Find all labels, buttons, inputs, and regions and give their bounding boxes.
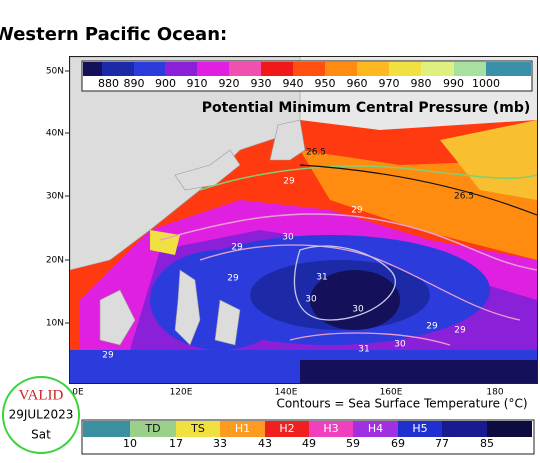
contour-label: 30 — [352, 305, 364, 315]
contour-label: 31 — [358, 345, 369, 355]
pressure-swatch — [102, 62, 134, 76]
lat-label: 10N — [46, 319, 64, 329]
lat-label: 50N — [46, 67, 64, 77]
intensity-threshold: 77 — [435, 437, 449, 450]
pressure-swatch — [293, 62, 325, 76]
lon-label: 0E — [72, 388, 84, 398]
intensity-category: H2 — [279, 422, 294, 435]
intensity-threshold: 33 — [213, 437, 227, 450]
pressure-swatch — [83, 62, 102, 76]
pressure-label: 960 — [347, 77, 368, 90]
pressure-swatch — [165, 62, 197, 76]
contour-label: 29 — [454, 326, 466, 336]
pressure-label: 950 — [315, 77, 336, 90]
contour-label: 29 — [351, 206, 363, 216]
intensity-swatch — [83, 421, 130, 437]
intensity-threshold: 43 — [258, 437, 272, 450]
intensity-category: H1 — [235, 422, 250, 435]
intensity-swatch — [487, 421, 532, 437]
lon-label: 140E — [275, 388, 298, 398]
pressure-swatch — [261, 62, 293, 76]
intensity-threshold: 10 — [123, 437, 137, 450]
map-title: Potential Minimum Central Pressure (mb) — [202, 100, 531, 116]
contour-label: 29 — [102, 351, 114, 361]
intensity-swatch — [265, 421, 309, 437]
intensity-category: H4 — [368, 422, 383, 435]
pressure-label: 880 — [98, 77, 119, 90]
contour-label: 26.5 — [454, 192, 474, 202]
lon-label: 120E — [170, 388, 193, 398]
intensity-swatch — [398, 421, 442, 437]
map — [70, 57, 537, 383]
intensity-category: H3 — [323, 422, 338, 435]
contour-label: 26.5 — [306, 148, 326, 158]
valid-badge — [2, 376, 80, 454]
intensity-threshold: 49 — [302, 437, 316, 450]
pressure-label: 1000 — [472, 77, 500, 90]
pressure-label: 900 — [155, 77, 176, 90]
intensity-swatch — [309, 421, 353, 437]
contour-label: 29 — [231, 243, 243, 253]
intensity-swatch — [442, 421, 487, 437]
lat-label: 40N — [46, 129, 64, 139]
contour-label: 30 — [282, 233, 294, 243]
pressure-swatch — [421, 62, 454, 76]
intensity-category: TD — [144, 422, 160, 435]
pressure-label: 910 — [187, 77, 208, 90]
pressure-swatch — [325, 62, 357, 76]
intensity-swatch — [176, 421, 220, 437]
intensity-swatch — [130, 421, 176, 437]
intensity-threshold: 59 — [346, 437, 360, 450]
contour-label: 29 — [227, 274, 239, 284]
lon-label: 180 — [486, 388, 503, 398]
valid-date: 29JUL2023 — [9, 408, 74, 422]
intensity-swatch — [353, 421, 398, 437]
contour-label: 29 — [426, 322, 438, 332]
lat-label: 30N — [46, 192, 64, 202]
pressure-swatch — [486, 62, 531, 76]
pressure-swatch — [229, 62, 261, 76]
pressure-label: 990 — [443, 77, 464, 90]
pressure-swatch — [454, 62, 486, 76]
pressure-label: 930 — [251, 77, 272, 90]
lat-label: 20N — [46, 256, 64, 266]
intensity-threshold: 69 — [391, 437, 405, 450]
lon-label: 160E — [380, 388, 403, 398]
caption: Contours = Sea Surface Temperature (°C) — [276, 397, 527, 411]
intensity-threshold: 85 — [480, 437, 494, 450]
pressure-label: 940 — [283, 77, 304, 90]
contour-label: 30 — [394, 340, 406, 350]
valid-day: Sat — [31, 428, 51, 442]
pressure-swatch — [134, 62, 165, 76]
pressure-label: 980 — [411, 77, 432, 90]
pressure-swatch — [389, 62, 421, 76]
contour-label: 31 — [316, 273, 327, 283]
pressure-colorbar: 880 890 900 910 920 930 940 950 960 970 980 990 1000 — [81, 60, 533, 92]
intensity-swatch — [220, 421, 265, 437]
pressure-label: 920 — [219, 77, 240, 90]
intensity-category: TS — [190, 422, 205, 435]
intensity-colorbar: TD TS H1 H2 H3 H4 H5 10 17 33 43 49 59 69 77 85 — [81, 419, 535, 455]
pressure-swatch — [357, 62, 389, 76]
pressure-label: 970 — [379, 77, 400, 90]
intensity-category: H5 — [412, 422, 427, 435]
contour-label: 30 — [305, 295, 317, 305]
page-title: Western Pacific Ocean: — [0, 24, 227, 45]
valid-label: VALID — [19, 387, 64, 403]
intensity-threshold: 17 — [169, 437, 183, 450]
pressure-label: 890 — [124, 77, 145, 90]
pressure-swatch — [197, 62, 229, 76]
contour-label: 29 — [283, 177, 295, 187]
